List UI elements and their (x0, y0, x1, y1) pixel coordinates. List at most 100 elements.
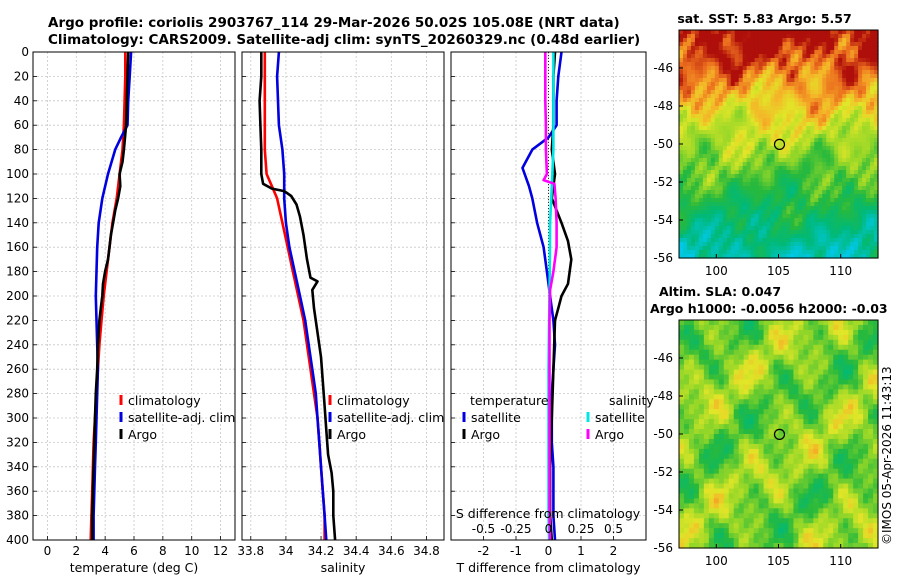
heatmap-cell (730, 142, 736, 147)
heatmap-cell (734, 78, 740, 83)
heatmap-cell (706, 182, 712, 187)
heatmap-cell (863, 453, 869, 460)
legend-label-salinity: salinity (609, 393, 654, 408)
heatmap-cell (728, 404, 735, 410)
heatmap-cell (774, 186, 780, 191)
heatmap-cell (778, 90, 784, 95)
heatmap-cell (683, 443, 690, 450)
heatmap-cell (802, 62, 807, 67)
heatmap-cell (850, 130, 855, 135)
heatmap-cell (690, 170, 696, 175)
heatmap-cell (766, 214, 772, 219)
heatmap-cell (750, 174, 756, 179)
heatmap-cell (793, 419, 799, 425)
heatmap-cell (798, 399, 804, 405)
heatmap-cell (818, 339, 824, 346)
header-line-2: Climatology: CARS2009. Satellite-adj cli… (48, 32, 641, 48)
heatmap-cell (806, 158, 811, 163)
heatmap-cell (786, 134, 792, 139)
heatmap-cell (746, 182, 752, 187)
heatmap-cell (738, 250, 744, 255)
heatmap-cell (693, 389, 700, 395)
heatmap-cell (830, 154, 835, 159)
heatmap-cell (698, 98, 704, 103)
heatmap-cell (808, 349, 814, 356)
heatmap-cell (866, 70, 871, 75)
heatmap-cell (768, 468, 775, 475)
heatmap-cell (714, 46, 720, 51)
heatmap-cell (694, 234, 700, 239)
heatmap-cell (728, 384, 735, 390)
heatmap-cell (713, 374, 720, 381)
heatmap-cell (750, 90, 756, 95)
heatmap-cell (758, 254, 764, 259)
heatmap-cell (679, 473, 685, 480)
heatmap-cell (873, 384, 879, 390)
heatmap-cell (793, 354, 799, 361)
heatmap-cell (763, 409, 770, 415)
heatmap-cell (794, 206, 799, 211)
heatmap-cell (814, 234, 819, 239)
heatmap-cell (838, 106, 843, 111)
heatmap-cell (710, 62, 716, 67)
heatmap-cell (730, 186, 736, 191)
heatmap-cell (683, 364, 690, 371)
heatmap-cell (763, 443, 770, 450)
heatmap-cell (806, 182, 811, 187)
heatmap-cell (750, 250, 756, 255)
heatmap-cell (753, 473, 760, 480)
heatmap-cell (746, 58, 752, 63)
heatmap-cell (714, 62, 720, 67)
heatmap-cell (754, 146, 760, 151)
heatmap-cell (873, 483, 879, 490)
heatmap-cell (870, 94, 875, 99)
heatmap-cell (870, 218, 875, 223)
heatmap-cell (813, 523, 819, 529)
heatmap-cell (774, 54, 780, 59)
heatmap-cell (743, 478, 750, 485)
heatmap-cell (742, 246, 748, 251)
heatmap-cell (862, 162, 867, 167)
heatmap-cell (866, 250, 871, 255)
heatmap-cell (698, 359, 705, 366)
heatmap-cell (738, 419, 745, 425)
heatmap-cell (682, 238, 688, 243)
heatmap-cell (838, 214, 843, 219)
heatmap-cell (806, 66, 811, 71)
heatmap-cell (838, 206, 843, 211)
heatmap-cell (782, 150, 788, 155)
heatmap-cell (828, 424, 834, 430)
y-tick-label: 100 (6, 167, 29, 181)
heatmap-cell (850, 38, 855, 43)
heatmap-cell (750, 122, 756, 127)
heatmap-cell (794, 86, 799, 91)
heatmap-cell (814, 30, 819, 35)
heatmap-cell (828, 399, 834, 405)
heatmap-cell (743, 389, 750, 395)
heatmap-cell (726, 90, 732, 95)
heatmap-cell (679, 324, 685, 331)
heatmap-cell (774, 42, 780, 47)
heatmap-cell (682, 130, 688, 135)
heatmap-cell (842, 42, 847, 47)
heatmap-cell (762, 246, 768, 251)
heatmap-cell (738, 339, 745, 346)
heatmap-cell (866, 242, 871, 247)
heatmap-cell (768, 334, 775, 341)
heatmap-cell (843, 394, 849, 400)
heatmap-cell (853, 434, 859, 440)
heatmap-cell (730, 122, 736, 127)
heatmap-cell (862, 198, 867, 203)
heatmap-cell (758, 70, 764, 75)
heatmap-cell (778, 518, 785, 524)
heatmap-cell (738, 414, 745, 420)
heatmap-cell (773, 344, 780, 351)
heatmap-cell (686, 182, 692, 187)
heatmap-cell (758, 354, 765, 361)
heatmap-cell (838, 202, 843, 207)
heatmap-cell (810, 86, 815, 91)
heatmap-cell (750, 46, 756, 51)
heatmap-cell (713, 379, 720, 386)
heatmap-cell (698, 158, 704, 163)
heatmap-cell (806, 102, 811, 107)
